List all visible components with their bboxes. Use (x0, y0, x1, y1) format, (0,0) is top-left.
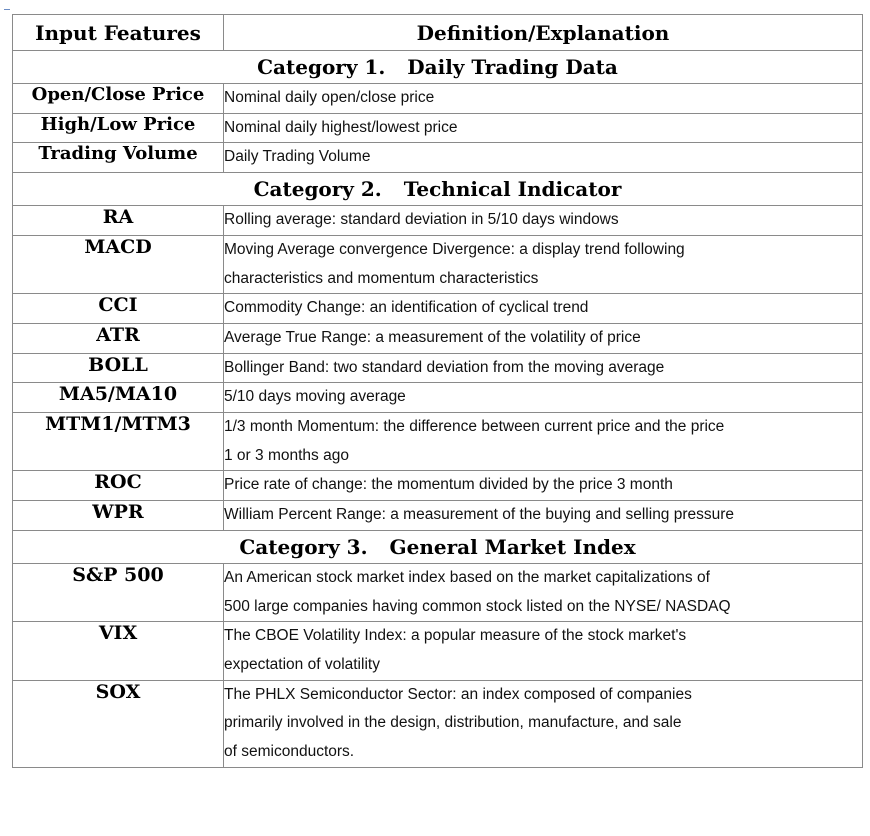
category-label: Category 2. (253, 177, 382, 202)
table-row: Open/Close Price Nominal daily open/close… (12, 83, 863, 114)
feature-definition: Daily Trading Volume (223, 142, 863, 174)
feature-name: High/Low Price (12, 112, 224, 144)
feature-name: MA5/MA10 (12, 382, 224, 414)
input-features-table: Input Features Definition/Explanation Ca… (12, 14, 863, 768)
table-row: S&P 500 An American stock market index ba… (12, 562, 863, 623)
table-row: ROC Price rate of change: the momentum di… (12, 470, 863, 502)
definition-line: Moving Average convergence Divergence: a… (224, 240, 685, 258)
definition-line: expectation of volatility (224, 655, 380, 673)
table-row: ATR Average True Range: a measurement of … (12, 322, 863, 354)
table-row: CCI Commodity Change: an identification o… (12, 293, 863, 324)
feature-definition: Average True Range: a measurement of the… (223, 322, 863, 354)
corner-mark (4, 9, 10, 10)
table-body: Category 1. Daily Trading Data Open/Close … (12, 50, 863, 768)
feature-definition: Rolling average: standard deviation in 5… (223, 205, 863, 236)
feature-name: Trading Volume (12, 142, 224, 174)
category-heading: Category 1. Daily Trading Data (12, 50, 863, 84)
feature-name: WPR (12, 500, 224, 531)
feature-name: BOLL (12, 352, 224, 384)
feature-definition: An American stock market index based on … (223, 562, 863, 623)
definition-line: 5/10 days moving average (224, 388, 406, 406)
category-label: Category 3. (239, 534, 368, 559)
definition-line: Daily Trading Volume (224, 148, 371, 166)
table-row: Trading Volume Daily Trading Volume (12, 142, 863, 174)
feature-name: SOX (12, 679, 224, 768)
feature-definition: Price rate of change: the momentum divid… (223, 470, 863, 502)
header-definition: Definition/Explanation (223, 14, 863, 51)
category-label: Category 1. (257, 55, 386, 79)
category-heading: Category 3. General Market Index (12, 529, 863, 564)
definition-line: Price rate of change: the momentum divid… (224, 476, 673, 494)
feature-name: ATR (12, 322, 224, 354)
feature-name: MTM1/MTM3 (12, 412, 224, 472)
category-row: Category 3. General Market Index (12, 529, 863, 564)
feature-definition: 1/3 month Momentum: the difference betwe… (223, 412, 863, 472)
definition-line: William Percent Range: a measurement of … (224, 506, 735, 524)
table-row: WPR William Percent Range: a measurement … (12, 500, 863, 531)
category-title: General Market Index (389, 534, 636, 559)
definition-line: Rolling average: standard deviation in 5… (224, 211, 619, 229)
category-row: Category 1. Daily Trading Data (12, 50, 863, 84)
definition-line: Bollinger Band: two standard deviation f… (224, 358, 665, 376)
feature-name: Open/Close Price (12, 83, 224, 114)
table-row: MACD Moving Average convergence Divergenc… (12, 234, 863, 295)
definition-line: The PHLX Semiconductor Sector: an index … (224, 685, 692, 703)
definition-line: Average True Range: a measurement of the… (224, 328, 641, 346)
feature-definition: Commodity Change: an identification of c… (223, 293, 863, 324)
definition-line: The CBOE Volatility Index: a popular mea… (224, 627, 687, 645)
definition-line: 1 or 3 months ago (224, 446, 349, 464)
definition-line: of semiconductors. (224, 743, 355, 761)
table-row: RA Rolling average: standard deviation in… (12, 205, 863, 236)
header-row: Input Features Definition/Explanation (12, 14, 863, 51)
header-input-features: Input Features (12, 14, 224, 51)
table-row: High/Low Price Nominal daily highest/lowe… (12, 112, 863, 144)
definition-line: 1/3 month Momentum: the difference betwe… (224, 418, 725, 436)
feature-name: MACD (12, 234, 224, 295)
feature-definition: Moving Average convergence Divergence: a… (223, 234, 863, 295)
feature-name: S&P 500 (12, 562, 224, 623)
feature-name: RA (12, 205, 224, 236)
feature-definition: Nominal daily highest/lowest price (223, 112, 863, 144)
feature-definition: William Percent Range: a measurement of … (223, 500, 863, 531)
feature-definition: The CBOE Volatility Index: a popular mea… (223, 621, 863, 681)
definition-line: Commodity Change: an identification of c… (224, 299, 589, 317)
definition-line: 500 large companies having common stock … (224, 597, 731, 615)
feature-definition: 5/10 days moving average (223, 382, 863, 414)
category-row: Category 2. Technical Indicator (12, 172, 863, 207)
table-row: MTM1/MTM3 1/3 month Momentum: the differe… (12, 412, 863, 472)
feature-name: CCI (12, 293, 224, 324)
category-heading: Category 2. Technical Indicator (12, 172, 863, 207)
feature-definition: Bollinger Band: two standard deviation f… (223, 352, 863, 384)
feature-definition: The PHLX Semiconductor Sector: an index … (223, 679, 863, 768)
category-title: Technical Indicator (403, 177, 622, 202)
feature-definition: Nominal daily open/close price (223, 83, 863, 114)
definition-line: Nominal daily highest/lowest price (224, 118, 458, 136)
table-row: BOLL Bollinger Band: two standard deviati… (12, 352, 863, 384)
definition-line: Nominal daily open/close price (224, 89, 435, 106)
feature-name: ROC (12, 470, 224, 502)
definition-line: characteristics and momentum characteris… (224, 269, 539, 287)
category-title: Daily Trading Data (407, 55, 618, 79)
table-row: MA5/MA10 5/10 days moving average (12, 382, 863, 414)
definition-line: An American stock market index based on … (224, 568, 710, 586)
table-row: SOX The PHLX Semiconductor Sector: an ind… (12, 679, 863, 768)
feature-name: VIX (12, 621, 224, 681)
definition-line: primarily involved in the design, distri… (224, 714, 682, 732)
table-row: VIX The CBOE Volatility Index: a popular … (12, 621, 863, 681)
